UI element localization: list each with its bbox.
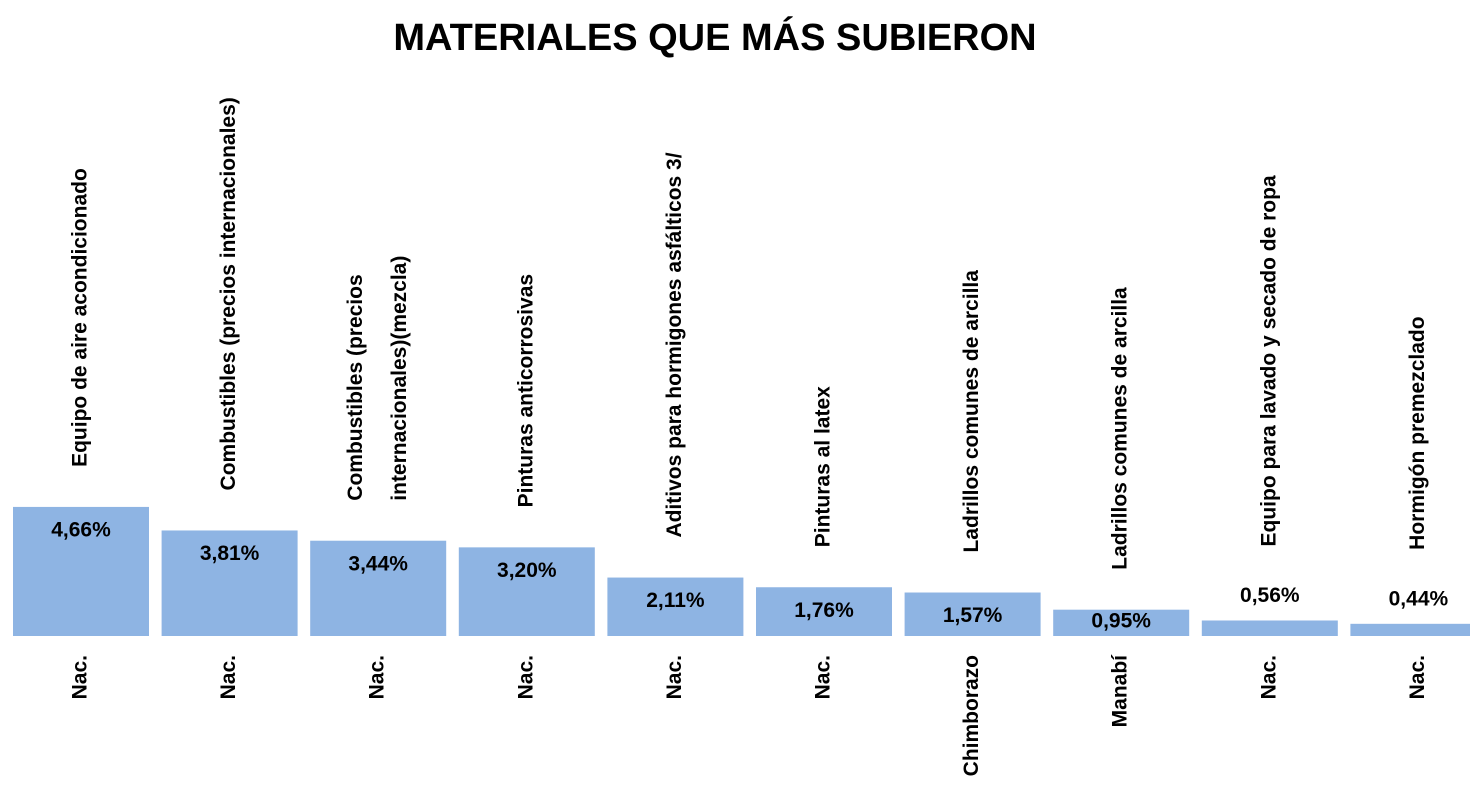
region-label: Nac. xyxy=(663,655,686,699)
category-line: internacionales)(mezcla) xyxy=(388,256,411,501)
bar xyxy=(1201,620,1338,636)
value-label: 3,20% xyxy=(497,559,557,582)
category-label: Ladrillos comunes de arcilla xyxy=(1109,287,1132,570)
value-label: 3,81% xyxy=(200,542,260,565)
value-label: 0,56% xyxy=(1240,584,1300,607)
category-label: Hormigón premezclado xyxy=(1406,316,1429,549)
bar xyxy=(458,547,595,636)
value-label: 1,57% xyxy=(943,604,1003,627)
category-line: Combustibles (precios xyxy=(344,274,367,500)
category-label: Aditivos para hormigones asfálticos 3/ xyxy=(663,152,686,537)
category-label: Combustibles (precios internacionales)(me… xyxy=(344,256,411,501)
bar xyxy=(607,577,744,636)
value-label: 0,95% xyxy=(1091,610,1151,633)
bar xyxy=(13,506,149,636)
region-label: Nac. xyxy=(217,655,240,699)
bar xyxy=(161,530,298,636)
region-label: Chimborazo xyxy=(960,655,983,776)
value-label: 4,66% xyxy=(51,518,111,541)
category-label: Pinturas al latex xyxy=(812,386,835,547)
value-label: 1,76% xyxy=(794,599,854,622)
category-label: Equipo para lavado y secado de ropa xyxy=(1257,175,1280,546)
bar xyxy=(756,587,892,636)
region-label: Nac. xyxy=(69,655,92,699)
chart-title: MATERIALES QUE MÁS SUBIERON xyxy=(393,15,1036,59)
category-label: Combustibles (precios internacionales) xyxy=(217,97,240,490)
bar xyxy=(310,540,447,636)
bar xyxy=(1053,609,1190,636)
region-label: Nac. xyxy=(514,655,537,699)
category-label: Pinturas anticorrosivas xyxy=(514,274,537,507)
value-label: 2,11% xyxy=(646,589,705,612)
category-label: Equipo de aire acondicionado xyxy=(69,168,92,467)
region-label: Nac. xyxy=(366,655,389,699)
category-label: Ladrillos comunes de arcilla xyxy=(960,270,983,553)
bar xyxy=(904,592,1041,636)
bar xyxy=(1350,623,1470,636)
region-label: Nac. xyxy=(812,655,835,699)
region-label: Nac. xyxy=(1406,655,1429,699)
region-label: Manabí xyxy=(1109,654,1132,728)
region-label: Nac. xyxy=(1257,655,1280,699)
value-label: 0,44% xyxy=(1389,587,1449,610)
value-label: 3,44% xyxy=(348,552,408,575)
